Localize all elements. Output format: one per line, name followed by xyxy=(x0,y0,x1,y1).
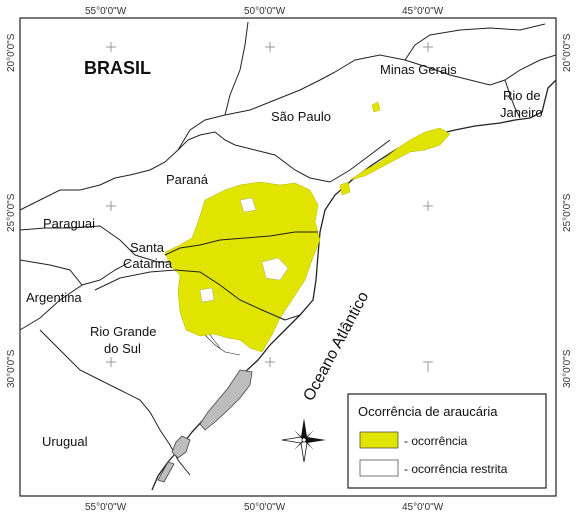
legend-swatch-occurrence xyxy=(359,431,399,449)
coord-bottom-55: 55°0'0"W xyxy=(85,502,127,513)
occurrence-small-patch-2 xyxy=(339,181,351,196)
label-santa-line2: Catarina xyxy=(123,256,173,271)
legend: Ocorrência de araucária - ocorrência - o… xyxy=(347,393,547,489)
lagoa-dos-patos xyxy=(199,369,253,431)
lagoa-mangueira xyxy=(157,461,175,483)
label-brasil: BRASIL xyxy=(84,58,151,78)
coord-top-50: 50°0'0"W xyxy=(244,6,286,17)
coord-bottom-45: 45°0'0"W xyxy=(402,502,444,513)
label-parana: Paraná xyxy=(166,172,209,187)
label-rio-line1: Rio de xyxy=(503,88,541,103)
coord-left-25: 25°0'0"S xyxy=(6,193,17,232)
label-paraguai: Paraguai xyxy=(43,216,95,231)
borders-overlay xyxy=(164,231,318,321)
label-rgs-line1: Rio Grande xyxy=(90,324,156,339)
coord-right-25: 25°0'0"S xyxy=(562,193,573,232)
coord-top-45: 45°0'0"W xyxy=(402,6,444,17)
label-uruguai: Urugual xyxy=(42,434,88,449)
lagoa-mirim xyxy=(171,435,191,459)
coord-left-30: 30°0'0"S xyxy=(6,349,17,388)
legend-swatch-restricted xyxy=(359,459,399,477)
occurrence-sp-mg-patches xyxy=(349,127,451,181)
legend-label-restricted: - ocorrência restrita xyxy=(404,462,508,476)
coord-bottom-50: 50°0'0"W xyxy=(244,502,286,513)
coord-right-20: 20°0'0"S xyxy=(562,33,573,72)
legend-title: Ocorrência de araucária xyxy=(358,404,498,419)
compass-rose-icon xyxy=(281,418,326,463)
label-sao-paulo: São Paulo xyxy=(271,109,331,124)
coord-left-20: 20°0'0"S xyxy=(6,33,17,72)
label-argentina: Argentina xyxy=(26,290,82,305)
occurrence-main-area xyxy=(164,181,321,353)
araucaria-occurrence-areas xyxy=(164,101,451,353)
coord-top-55: 55°0'0"W xyxy=(85,6,127,17)
legend-label-occurrence: - ocorrência xyxy=(404,434,468,448)
label-santa-line1: Santa xyxy=(130,240,165,255)
label-rgs-line2: do Sul xyxy=(104,341,141,356)
coord-right-30: 30°0'0"S xyxy=(562,349,573,388)
restricted-holes xyxy=(199,197,289,303)
label-rio-line2: Janeiro xyxy=(500,105,543,120)
label-minas-gerais: Minas Gerais xyxy=(380,62,457,77)
occurrence-small-patch-1 xyxy=(371,101,381,113)
